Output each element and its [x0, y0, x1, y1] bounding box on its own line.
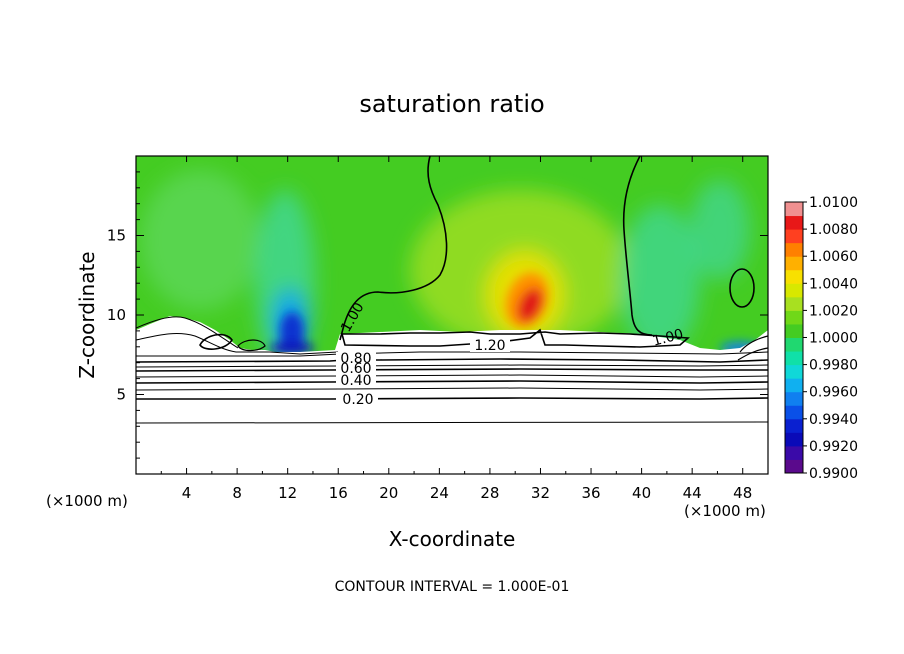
- x-tick-label-32: 32: [531, 484, 550, 502]
- x-tick-label-24: 24: [430, 484, 449, 502]
- colorbar-band: [785, 229, 803, 244]
- cyan-plume-right: [620, 205, 700, 355]
- colorbar-band: [785, 242, 803, 257]
- blue-core-left: [280, 312, 304, 352]
- colorbar-band: [785, 202, 803, 217]
- y-tick-label-10: 10: [107, 306, 126, 324]
- contour-label-1.20: 1.20: [474, 338, 505, 354]
- colorbar-tick-label: 0.9920: [809, 439, 858, 455]
- y-axis-label: Z-coordinate: [75, 251, 99, 378]
- contour-0.30: [136, 387, 768, 391]
- contour-cloud-edge-1: [136, 316, 239, 349]
- contour-lines: [136, 156, 768, 424]
- colorbar-tick-label: 0.9980: [809, 358, 858, 374]
- x-tick-label-20: 20: [379, 484, 398, 502]
- contour-small-cell-2: [237, 339, 266, 352]
- x-tick-label-48: 48: [733, 484, 752, 502]
- colorbar-tick-label: 1.0000: [809, 331, 858, 347]
- colorbar-tick-label: 1.0020: [809, 303, 858, 319]
- colorbar-tick-label: 1.0080: [809, 222, 858, 238]
- x-tick-label-28: 28: [480, 484, 499, 502]
- contour-label-0.60: 0.60: [340, 361, 371, 377]
- x-tick-label-12: 12: [278, 484, 297, 502]
- contour-0.10: [136, 421, 768, 424]
- contour-0.70: [136, 364, 768, 368]
- x-tick-label-8: 8: [232, 484, 242, 502]
- x-axis-label: X-coordinate: [389, 527, 516, 551]
- colorbar-tick-label: 0.9900: [809, 466, 858, 482]
- contour-label-0.40: 0.40: [340, 373, 371, 389]
- colorbar-band: [785, 283, 803, 298]
- contour-0.20: [136, 397, 768, 400]
- y-axis-ticks: 5 10 15: [107, 171, 768, 459]
- colorbar-band: [785, 215, 803, 230]
- colorbar-band: [785, 269, 803, 284]
- colorbar-tick-label: 1.0100: [809, 195, 858, 211]
- x-tick-label-36: 36: [581, 484, 600, 502]
- colorbar-band: [785, 351, 803, 366]
- light-green-haze-left: [140, 170, 260, 310]
- colorbar-band: [785, 323, 803, 338]
- contour-interval-note: CONTOUR INTERVAL = 1.000E-01: [335, 579, 570, 595]
- chart-title: saturation ratio: [359, 90, 544, 118]
- colorbar-tick-label: 1.0060: [809, 249, 858, 265]
- colorbar-tick-label: 0.9960: [809, 385, 858, 401]
- x-axis-units-left: (×1000 m): [46, 492, 128, 510]
- colorbar-steps: [785, 202, 803, 474]
- colorbar-band: [785, 310, 803, 325]
- x-tick-label-44: 44: [683, 484, 702, 502]
- x-axis-ticks: 4 8 12 16 20 24 28 32 36 40 44 48: [160, 156, 752, 502]
- contour-label-1.00-right: 1.00: [651, 326, 685, 350]
- x-axis-units-right: (×1000 m): [684, 502, 766, 520]
- colorbar-band: [785, 432, 803, 447]
- y-tick-label-15: 15: [107, 227, 126, 245]
- contour-cloud-edge-2: [136, 333, 339, 355]
- colorbar-band: [785, 364, 803, 379]
- contour-small-cell-3: [739, 335, 768, 353]
- colorbar-band: [785, 418, 803, 433]
- colorbar-band: [785, 296, 803, 311]
- colorbar-band: [785, 256, 803, 271]
- x-tick-label-16: 16: [329, 484, 348, 502]
- red-core: [517, 288, 543, 322]
- contour-closed-right: [729, 268, 755, 308]
- contour-label-0.20: 0.20: [342, 392, 373, 408]
- contour-0.60: [136, 368, 768, 372]
- colorbar-band: [785, 459, 803, 474]
- dark-blue-base: [270, 342, 314, 354]
- plot-area: 1.00 0.80 0.60 0.40 0.20 1.20 1.00: [136, 156, 768, 474]
- contour-0.40: [136, 380, 768, 384]
- x-tick-label-40: 40: [632, 484, 651, 502]
- contour-label-0.80: 0.80: [340, 351, 371, 367]
- colorbar: 1.0100 1.0080 1.0060 1.0040 1.0020 1.0000 0.99…: [784, 195, 858, 482]
- colorbar-band: [785, 405, 803, 420]
- colorbar-tick-label: 0.9940: [809, 412, 858, 428]
- contour-0.50: [136, 374, 768, 378]
- colorbar-tick-label: 1.0040: [809, 276, 858, 292]
- colorbar-band: [785, 445, 803, 460]
- field-blobs: [140, 170, 750, 370]
- light-green-haze-right: [690, 180, 750, 280]
- contour-1.00-right: [622, 156, 653, 336]
- y-tick-label-5: 5: [116, 386, 126, 404]
- contour-small-cell-1: [199, 333, 233, 350]
- colorbar-band: [785, 337, 803, 352]
- contour-1.00-left: [339, 156, 448, 341]
- contour-0.80: [136, 358, 768, 363]
- colorbar-band: [785, 378, 803, 393]
- colorbar-band: [785, 391, 803, 406]
- contour-labels: 1.00 0.80 0.60 0.40 0.20 1.20 1.00: [336, 300, 685, 408]
- colorbar-ticks: 1.0100 1.0080 1.0060 1.0040 1.0020 1.0000 0.99…: [803, 195, 858, 482]
- x-tick-label-4: 4: [182, 484, 192, 502]
